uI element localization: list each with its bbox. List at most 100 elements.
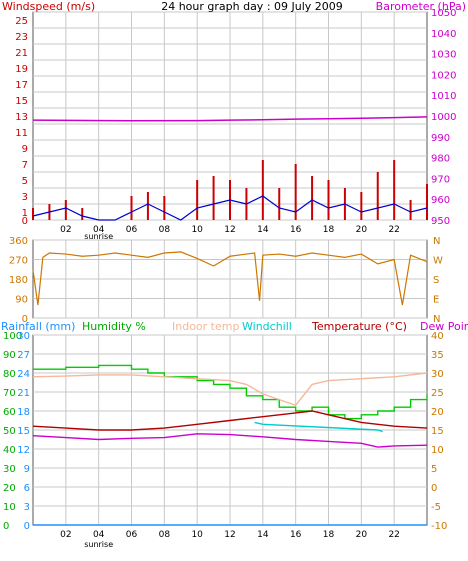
humidity-tick-label: 60 (3, 407, 16, 418)
windspeed-line (32, 195, 428, 221)
windspeed-title: Windspeed (m/s) (2, 0, 95, 13)
windspeed-tick-label: 13 (15, 112, 28, 123)
windspeed-tick-label: 7 (22, 160, 28, 171)
humidity-tick-label: 80 (3, 369, 16, 380)
direction-tick-label: 0 (22, 314, 28, 325)
windspeed-tick-label: 21 (15, 48, 28, 59)
top-x-tick-label: 16 (290, 225, 302, 235)
temperature-tick-label: 25 (431, 388, 444, 399)
windspeed-tick-label: 15 (15, 96, 28, 107)
barometer-tick-label: 980 (431, 154, 450, 165)
barometer-tick-label: 960 (431, 195, 450, 206)
compass-label: N (433, 314, 440, 325)
humidity-tick-label: 50 (3, 426, 16, 437)
windspeed-tick-label: 17 (15, 80, 28, 91)
top-x-tick-label: 04 (93, 225, 105, 235)
top-x-tick-label: 22 (388, 225, 399, 235)
bottom-x-tick-label: 06 (126, 530, 138, 540)
humidity-title: Humidity % (82, 320, 146, 333)
bottom-x-tick-label: 10 (191, 530, 203, 540)
humidity-line (33, 364, 428, 420)
direction-tick-label: 360 (9, 236, 28, 247)
windchill-line (254, 421, 383, 433)
rainfall-tick-label: 12 (17, 445, 30, 456)
temperature-line (32, 410, 428, 431)
temperature-tick-label: 10 (431, 445, 444, 456)
temperature-tick-label: -5 (431, 502, 441, 513)
top-sunrise-label: sunrise (84, 232, 113, 241)
direction-tick-label: 90 (15, 295, 28, 306)
barometer-tick-label: 950 (431, 216, 450, 227)
bottom-x-tick-label: 14 (257, 530, 269, 540)
dew-point-title: Dew Point (420, 320, 468, 333)
rainfall-tick-label: 30 (17, 331, 30, 342)
humidity-tick-label: 20 (3, 483, 16, 494)
axis-layer: 2523211917151311975310105010401030102010… (3, 8, 456, 549)
windspeed-tick-label: 19 (15, 64, 28, 75)
indoor-temp-line (32, 372, 428, 407)
compass-label: W (433, 256, 443, 267)
windspeed-tick-label: 25 (15, 16, 28, 27)
temperature-tick-label: 30 (431, 369, 444, 380)
top-x-tick-label: 18 (323, 225, 335, 235)
barometer-title: Barometer (hPa) (376, 0, 466, 13)
compass-label: E (433, 295, 439, 306)
barometer-tick-label: 1020 (431, 70, 456, 81)
barometer-tick-label: 1040 (431, 29, 456, 40)
humidity-tick-label: 0 (3, 521, 9, 532)
barometer-tick-label: 1000 (431, 112, 456, 123)
temperature-tick-label: 20 (431, 407, 444, 418)
rainfall-tick-label: 18 (17, 407, 30, 418)
windchill-title: Windchill (242, 320, 292, 333)
bottom-x-tick-label: 08 (159, 530, 171, 540)
rainfall-tick-label: 24 (17, 369, 30, 380)
temperature-tick-label: 15 (431, 426, 444, 437)
barometer-tick-label: 1050 (431, 8, 456, 19)
temperature-tick-label: 5 (431, 464, 437, 475)
top-x-tick-label: 12 (224, 225, 235, 235)
indoor-temp-title: Indoor temp (172, 320, 239, 333)
bottom-x-tick-label: 18 (323, 530, 335, 540)
rainfall-tick-label: 0 (24, 521, 30, 532)
wind-direction-line (32, 251, 428, 306)
rainfall-tick-label: 9 (24, 464, 30, 475)
compass-label: S (433, 275, 439, 286)
humidity-tick-label: 70 (3, 388, 16, 399)
windspeed-tick-label: 9 (22, 144, 28, 155)
barometer-tick-label: 1030 (431, 50, 456, 61)
windspeed-tick-label: 5 (22, 176, 28, 187)
rainfall-title: Rainfall (mm) (1, 320, 75, 333)
windspeed-tick-label: 11 (15, 128, 28, 139)
windspeed-tick-label: 0 (22, 216, 28, 227)
windspeed-tick-label: 3 (22, 192, 28, 203)
temperature-tick-label: -10 (431, 521, 447, 532)
rainfall-tick-label: 27 (17, 350, 30, 361)
graph-date-title: 24 hour graph day : 09 July 2009 (161, 0, 343, 13)
direction-tick-label: 270 (9, 256, 28, 267)
dew-point-line (32, 433, 428, 448)
top-x-tick-label: 20 (356, 225, 368, 235)
rainfall-tick-label: 15 (17, 426, 30, 437)
temperature-title: Temperature (°C) (311, 320, 407, 333)
windspeed-tick-label: 1 (22, 208, 28, 219)
humidity-tick-label: 10 (3, 502, 16, 513)
bottom-x-tick-label: 04 (93, 530, 105, 540)
bottom-x-tick-label: 12 (224, 530, 235, 540)
top-x-tick-label: 10 (191, 225, 203, 235)
compass-label: N (433, 236, 440, 247)
humidity-tick-label: 90 (3, 350, 16, 361)
top-x-tick-label: 06 (126, 225, 138, 235)
windspeed-tick-label: 23 (15, 32, 28, 43)
top-x-tick-label: 02 (60, 225, 71, 235)
bottom-x-tick-label: 16 (290, 530, 302, 540)
rainfall-tick-label: 21 (17, 388, 30, 399)
humidity-tick-label: 100 (3, 331, 22, 342)
bottom-sunrise-label: sunrise (84, 540, 113, 549)
barometer-line (32, 116, 428, 122)
barometer-tick-label: 1010 (431, 91, 456, 102)
barometer-tick-label: 970 (431, 174, 450, 185)
bottom-x-tick-label: 02 (60, 530, 71, 540)
humidity-tick-label: 40 (3, 445, 16, 456)
